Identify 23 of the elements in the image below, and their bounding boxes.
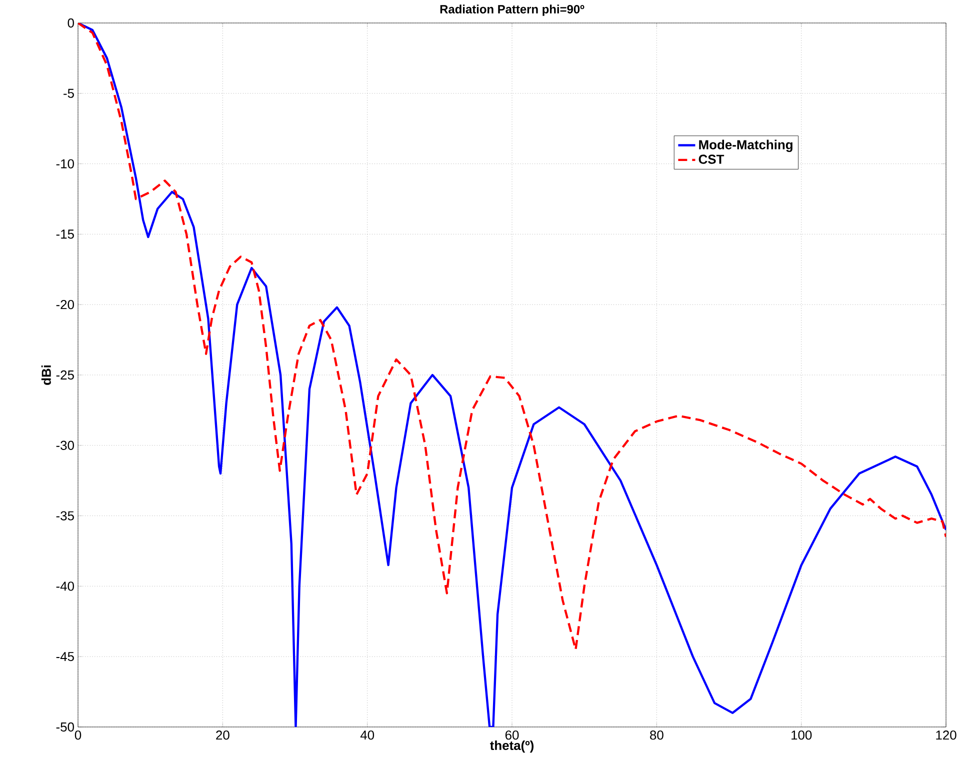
legend-label: Mode-Matching bbox=[699, 140, 792, 152]
y-tick-label: -25 bbox=[56, 370, 74, 380]
x-tick-label: 60 bbox=[505, 730, 519, 740]
x-tick-label: 80 bbox=[650, 730, 664, 740]
x-axis-title: theta(º) bbox=[490, 740, 534, 753]
y-tick-label: -40 bbox=[56, 582, 74, 591]
y-tick-label: 0 bbox=[68, 18, 74, 28]
y-tick-label: -50 bbox=[56, 722, 74, 732]
y-tick-label: -35 bbox=[56, 511, 74, 520]
y-axis-title: dBi bbox=[41, 365, 51, 385]
y-tick-label: -45 bbox=[56, 652, 74, 662]
y-tick-label: -5 bbox=[64, 88, 74, 98]
x-tick-label: 100 bbox=[792, 730, 812, 740]
chart-title: Radiation Pattern phi=90º bbox=[440, 4, 584, 16]
y-tick-label: -10 bbox=[56, 159, 74, 168]
x-tick-label: 40 bbox=[360, 730, 374, 740]
x-tick-label: 20 bbox=[216, 730, 230, 740]
y-tick-label: -30 bbox=[56, 440, 74, 450]
y-tick-label: -15 bbox=[56, 230, 74, 239]
legend-label: CST bbox=[698, 154, 724, 164]
x-tick-label: 120 bbox=[936, 730, 956, 740]
x-tick-label: 0 bbox=[74, 730, 82, 740]
y-tick-label: -20 bbox=[56, 300, 74, 310]
